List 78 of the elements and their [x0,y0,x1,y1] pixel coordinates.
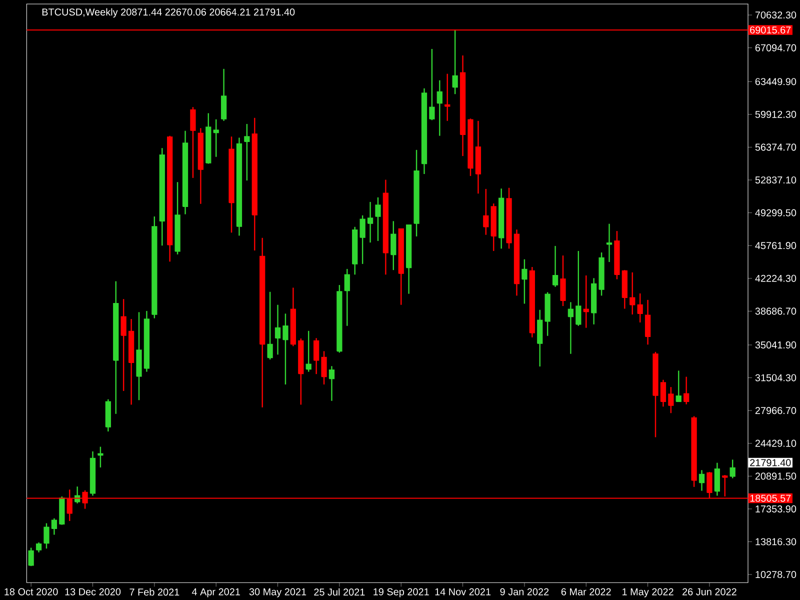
x-tick-label: 19 Sep 2021 [374,588,429,598]
candlestick [429,48,435,121]
candlestick [321,350,327,386]
candlestick [684,376,690,405]
candlestick [644,299,651,346]
y-tick-label: 27966.70 [755,407,796,414]
candlestick [360,214,366,265]
candlestick [552,245,558,288]
x-tick-label: 1 May 2022 [622,588,674,598]
candlestick [452,29,458,95]
candlestick [606,223,612,263]
x-tick-label: 9 Jan 2022 [500,588,549,596]
y-tick-label: 49299.50 [755,209,796,216]
y-tick-label: 10278.70 [756,570,796,578]
candlestick [522,258,528,304]
y-tick-label: 42224.30 [755,274,796,282]
candlestick [306,330,312,372]
x-tick-label: 13 Dec 2020 [65,588,121,596]
y-tick-label: 56374.70 [755,144,796,151]
candlestick [36,542,42,553]
candlestick [120,298,126,392]
y-tick-label: 20891.50 [755,472,796,480]
candlestick [698,470,705,492]
y-tick-label: 52837.10 [755,176,796,184]
candlestick [714,462,720,496]
candlestick [576,250,582,326]
candlestick [483,188,489,236]
y-tick-label: 67094.70 [755,44,796,52]
y-tick-label: 13816.30 [756,538,796,546]
candlestick [436,80,442,136]
candlestick [676,370,682,402]
candlestick [660,379,666,408]
x-tick-label: 18 Oct 2020 [4,588,58,596]
candlestick [282,313,288,386]
x-tick-label: 4 Apr 2021 [192,588,240,598]
candlestick [390,220,396,271]
y-tick-label: 38686.70 [755,308,796,315]
candlestick [51,518,58,536]
candlestick [568,302,574,354]
x-tick-label: 25 Jul 2021 [314,588,365,596]
y-tick-label: 45761.90 [755,242,796,250]
candlestick [244,123,250,182]
candlestick [560,254,566,307]
x-tick-label: 6 Mar 2022 [561,588,611,596]
ref-line-label: 69015.67 [750,26,791,34]
candlestick [44,522,50,550]
y-tick-label: 59912.30 [755,110,796,118]
x-tick-label: 30 May 2021 [249,588,306,598]
candlestick [375,196,381,242]
candlestick [328,366,335,402]
candlestick [267,291,273,360]
y-tick-label: 70632.30 [755,11,796,19]
candlestick [98,446,104,468]
candlestick [668,386,674,414]
candlestick [274,304,281,356]
candlestick [537,309,543,368]
candlestick [630,272,636,316]
candlestick [583,274,589,328]
x-tick-label: 7 Feb 2021 [130,588,180,596]
y-tick-label: 35041.90 [755,341,796,348]
candlestick [28,547,34,567]
candlestick [190,106,196,179]
candlestick [730,459,736,479]
candlestick [313,338,320,375]
x-tick-label: 26 Jun 2022 [682,588,736,596]
candlestick [344,268,350,326]
candlestick [220,68,227,122]
y-tick-label: 63449.90 [755,78,796,86]
x-tick-label: 14 Nov 2021 [435,588,491,596]
candlestick [367,201,374,244]
ref-line-label: 18505.57 [750,494,791,502]
chart-title: BTCUSD,Weekly 20871.44 22670.06 20664.21 21791.40 [42,8,295,18]
candlestick [213,118,219,158]
candlestick [637,292,643,324]
y-tick-label: 17353.90 [756,505,796,512]
y-tick-label: 31504.30 [755,374,796,382]
y-tick-label: 24429.10 [755,440,796,447]
text: 21791.40 [750,459,791,466]
